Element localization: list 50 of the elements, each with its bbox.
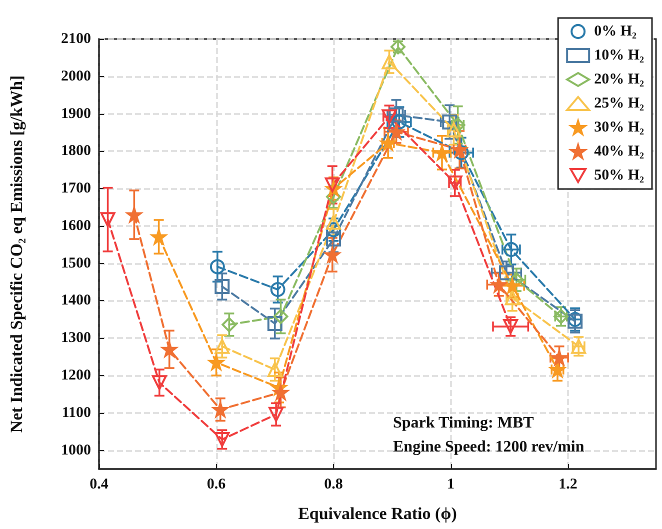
point bbox=[210, 259, 225, 274]
x-tick-label: 0.8 bbox=[324, 476, 343, 492]
y-tick-label: 1900 bbox=[61, 106, 91, 122]
y-tick-label: 2000 bbox=[61, 68, 91, 84]
y-tick-label: 2100 bbox=[61, 31, 91, 47]
point bbox=[214, 432, 230, 447]
point bbox=[382, 109, 397, 124]
point bbox=[326, 232, 342, 247]
x-tick-label: 0.6 bbox=[206, 476, 226, 492]
point bbox=[222, 317, 237, 332]
y-tick-label: 1000 bbox=[61, 442, 91, 458]
x-tick-label: 0.4 bbox=[90, 476, 109, 492]
legend-label: 50% H₂ bbox=[594, 168, 645, 184]
point bbox=[382, 54, 397, 70]
y-tick-label: 1600 bbox=[61, 218, 91, 234]
point bbox=[503, 319, 518, 334]
point bbox=[152, 375, 167, 390]
x-axis-title: Equivalence Ratio (ϕ) bbox=[298, 504, 457, 523]
legend-label: 20% H₂ bbox=[594, 72, 645, 88]
y-tick-label: 1400 bbox=[61, 292, 91, 309]
y-tick-label: 1300 bbox=[61, 330, 91, 346]
point bbox=[214, 279, 230, 294]
point bbox=[498, 265, 514, 280]
legend-label: 10% H₂ bbox=[594, 48, 645, 64]
point bbox=[442, 114, 458, 130]
point bbox=[267, 362, 282, 378]
point bbox=[270, 282, 286, 298]
y-axis-title: Net Indicated Specific CO₂ eq Emissions [g/kWh] bbox=[7, 75, 26, 433]
annotation: Engine Speed: 1200 rev/min bbox=[393, 438, 584, 456]
y-tick-label: 1700 bbox=[61, 180, 91, 197]
y-tick-label: 1500 bbox=[61, 255, 91, 272]
annotation: Spark Timing: MBT bbox=[393, 414, 534, 432]
point bbox=[326, 214, 342, 230]
y-tick-label: 1100 bbox=[62, 404, 91, 421]
point bbox=[392, 114, 407, 130]
y-tick-label: 1200 bbox=[61, 368, 91, 384]
point bbox=[388, 107, 404, 122]
legend-label: 40% H₂ bbox=[594, 144, 645, 160]
point bbox=[100, 212, 116, 228]
legend-label: 0% H₂ bbox=[594, 24, 638, 40]
point bbox=[268, 406, 284, 422]
point bbox=[326, 222, 342, 238]
point bbox=[273, 308, 288, 324]
point bbox=[267, 316, 282, 332]
point bbox=[214, 338, 230, 354]
x-tick-label: 1 bbox=[447, 476, 455, 492]
x-tick-label: 1.2 bbox=[558, 476, 578, 492]
legend-label: 25% H₂ bbox=[594, 96, 645, 112]
y-tick-label: 1800 bbox=[61, 143, 91, 160]
legend-label: 30% H₂ bbox=[594, 120, 645, 136]
